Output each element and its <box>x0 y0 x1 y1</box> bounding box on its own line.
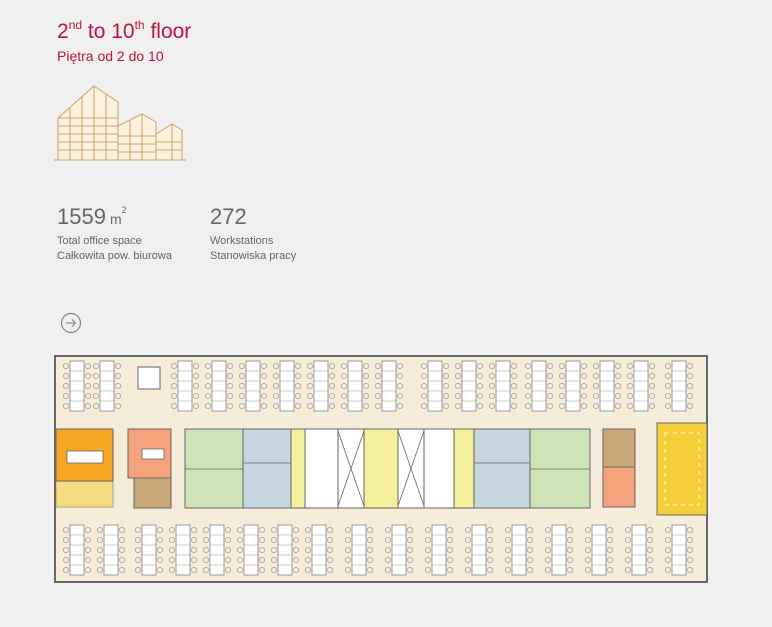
desk-cluster <box>243 524 259 576</box>
desk-cluster <box>599 360 615 412</box>
workstations-value: 272 <box>210 204 247 229</box>
stat-workstations: 272 Workstations Stanowiska pracy <box>210 204 296 264</box>
desk-cluster <box>245 360 261 412</box>
desk-cluster <box>671 360 687 412</box>
desk-cluster <box>671 524 687 576</box>
desk-cluster <box>69 524 85 576</box>
desk-cluster <box>103 524 119 576</box>
office-space-unit: m2 <box>109 205 127 227</box>
desk-cluster <box>631 524 647 576</box>
floor-plan <box>54 355 708 583</box>
desk-cluster <box>211 360 227 412</box>
office-space-label-pl: Całkowita pow. biurowa <box>57 250 172 262</box>
workstations-label-pl: Stanowiska pracy <box>210 250 297 262</box>
floor-subtitle: Piętra od 2 do 10 <box>57 48 164 64</box>
arrow-right-circle-icon[interactable] <box>60 312 82 334</box>
desk-cluster <box>381 360 397 412</box>
desk-cluster <box>313 360 329 412</box>
desk-cluster <box>347 360 363 412</box>
office-space-value: 1559 <box>57 204 106 229</box>
desk-cluster <box>633 360 649 412</box>
desk-cluster <box>551 524 567 576</box>
desk-cluster <box>351 524 367 576</box>
desk-cluster <box>209 524 225 576</box>
desk-cluster <box>591 524 607 576</box>
desk-cluster <box>99 360 115 412</box>
desk-cluster <box>69 360 85 412</box>
desk-cluster <box>279 360 295 412</box>
desk-cluster <box>511 524 527 576</box>
desk-cluster <box>175 524 191 576</box>
desk-cluster <box>391 524 407 576</box>
desk-cluster <box>495 360 511 412</box>
office-space-label-en: Total office space <box>57 235 142 247</box>
workstations-south <box>63 524 693 576</box>
stat-office-space: 1559 m2 Total office space Całkowita pow.… <box>57 204 172 264</box>
desk-cluster <box>277 524 293 576</box>
building-illustration-icon <box>54 85 186 161</box>
desk-cluster <box>311 524 327 576</box>
desk-cluster <box>531 360 547 412</box>
desk-cluster <box>177 360 193 412</box>
desk-cluster <box>471 524 487 576</box>
building-core <box>55 366 708 516</box>
desk-cluster <box>427 360 443 412</box>
workstations-north <box>63 360 693 412</box>
desk-cluster <box>141 524 157 576</box>
desk-cluster <box>565 360 581 412</box>
desk-cluster <box>431 524 447 576</box>
desk-cluster <box>461 360 477 412</box>
workstations-label-en: Workstations <box>210 235 274 247</box>
floor-title: 2nd to 10th floor <box>57 18 192 43</box>
